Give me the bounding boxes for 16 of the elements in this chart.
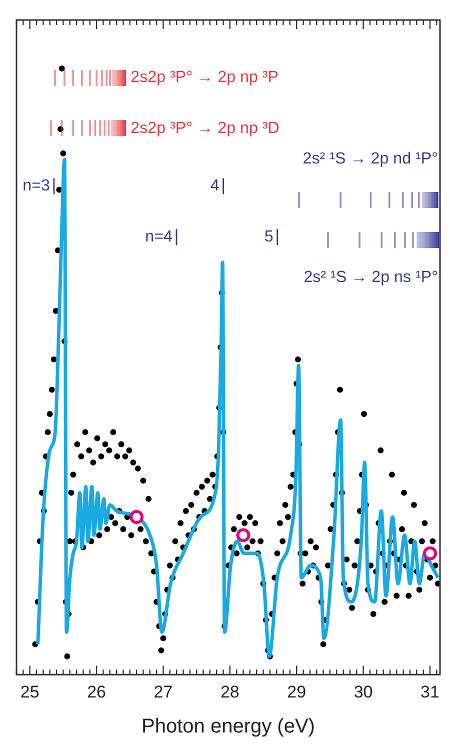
x-tick-label: 25 bbox=[20, 682, 40, 702]
annotation: 2s2p ³P° → 2p np ³D bbox=[130, 118, 280, 137]
annotation: 2s2p ³P° → 2p np ³P bbox=[130, 68, 278, 86]
annotation: 4 bbox=[210, 176, 220, 195]
x-tick-label: 27 bbox=[154, 682, 173, 702]
x-tick-label: 30 bbox=[354, 682, 373, 702]
annotation: n=4 bbox=[145, 228, 172, 246]
x-tick-label: 31 bbox=[420, 682, 440, 702]
x-tick-label: 26 bbox=[87, 682, 106, 702]
annotation: 5 bbox=[264, 228, 274, 246]
annotation: 2s² ¹S → 2p nd ¹P° bbox=[302, 150, 438, 168]
annotation: n=3 bbox=[22, 176, 50, 195]
annotation: 2s² ¹S → 2p ns ¹P° bbox=[304, 268, 438, 286]
x-axis-title: Photon energy (eV) bbox=[142, 716, 315, 738]
x-tick-label: 28 bbox=[220, 682, 240, 702]
x-tick-label: 29 bbox=[287, 682, 306, 702]
